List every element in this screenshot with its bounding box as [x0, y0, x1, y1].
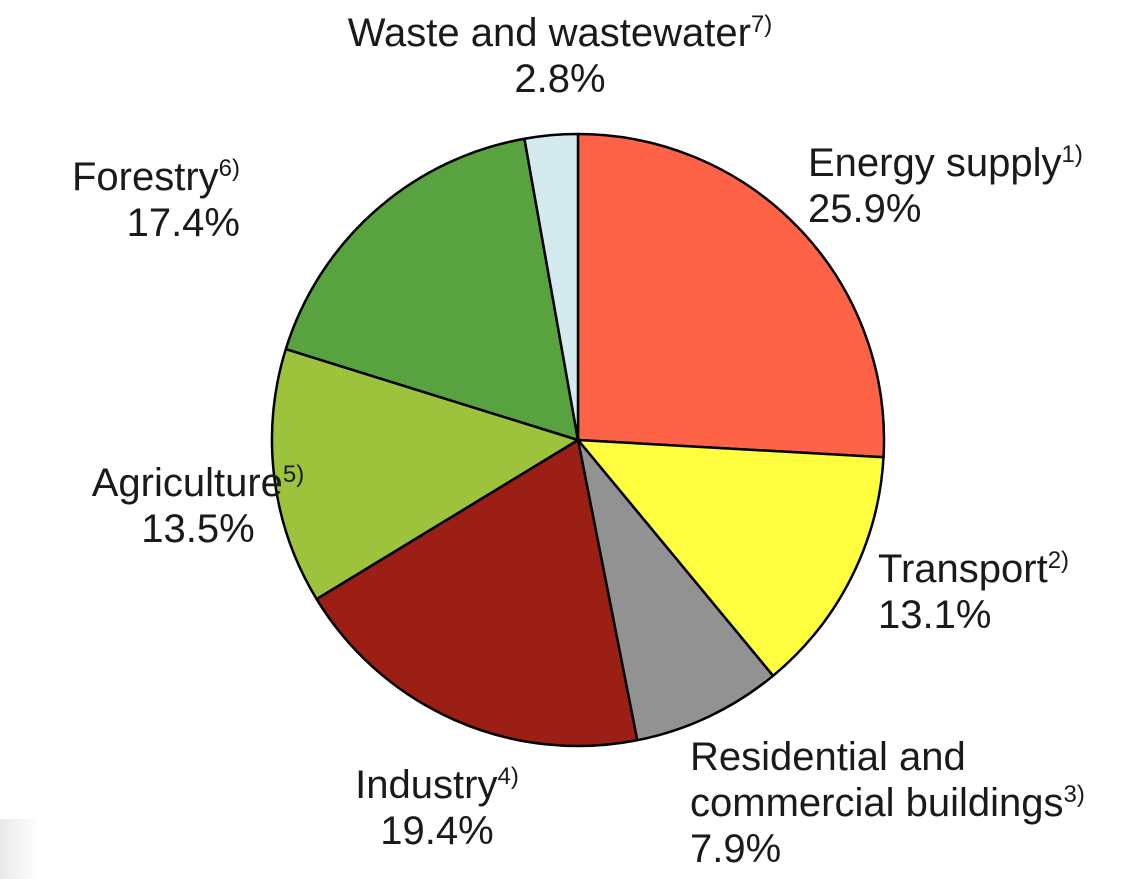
slice-label-forestry: Forestry6) 17.4% [72, 155, 240, 245]
slice-label-residential-and-commercial-buildings: Residential and commercial buildings3) 7.9… [690, 735, 1085, 871]
slice-label-industry: Industry4) 19.4% [355, 763, 519, 853]
pie-slice-waste-and-wastewater [523, 132, 580, 442]
pie-slice-industry [315, 438, 639, 748]
pie-slices [270, 132, 886, 748]
pie-slice-agriculture [270, 347, 580, 601]
slice-label-transport: Transport2) 13.1% [878, 547, 1069, 637]
pie-labels: Energy supply1) 25.9% Transport2) 13.1% Resi… [72, 11, 1085, 871]
slice-label-energy-supply: Energy supply1) 25.9% [808, 141, 1083, 231]
pie-slice-residential-and-commercial-buildings [576, 438, 775, 742]
pie-slice-energy-supply [576, 132, 886, 459]
edge-shading [0, 819, 40, 879]
pie-slice-forestry [284, 137, 580, 442]
slice-label-agriculture: Agriculture5) 13.5% [92, 461, 305, 551]
slice-label-waste-and-wastewater: Waste and wastewater7) 2.8% [348, 11, 773, 101]
pie-slice-transport [576, 438, 885, 678]
